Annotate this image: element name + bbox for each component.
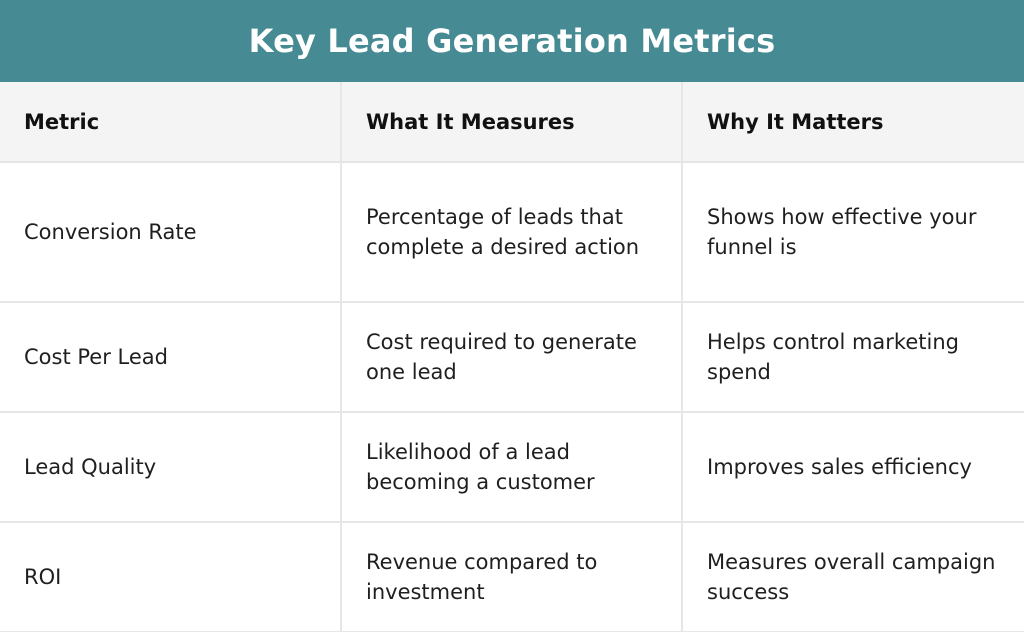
column-header-what-it-measures: What It Measures (340, 82, 683, 163)
metrics-table: Metric What It Measures Why It Matters C… (0, 82, 1024, 632)
cell-matters: Improves sales efficiency (681, 411, 1024, 523)
cell-metric: Lead Quality (0, 411, 342, 523)
cell-measures: Likelihood of a lead becoming a customer (340, 411, 683, 523)
cell-metric: Conversion Rate (0, 161, 342, 303)
table-row: Lead Quality Likelihood of a lead becomi… (0, 411, 1024, 523)
title-bar: Key Lead Generation Metrics (0, 0, 1024, 82)
table-row: Cost Per Lead Cost required to generate … (0, 301, 1024, 413)
cell-measures: Revenue compared to investment (340, 521, 683, 632)
column-header-metric: Metric (0, 82, 342, 163)
table-row: Conversion Rate Percentage of leads that… (0, 161, 1024, 303)
cell-measures: Percentage of leads that complete a desi… (340, 161, 683, 303)
cell-matters: Helps control marketing spend (681, 301, 1024, 413)
table-header-row: Metric What It Measures Why It Matters (0, 82, 1024, 163)
cell-metric: Cost Per Lead (0, 301, 342, 413)
cell-measures: Cost required to generate one lead (340, 301, 683, 413)
cell-matters: Measures overall campaign success (681, 521, 1024, 632)
cell-matters: Shows how effective your funnel is (681, 161, 1024, 303)
cell-metric: ROI (0, 521, 342, 632)
column-header-why-it-matters: Why It Matters (681, 82, 1024, 163)
table-row: ROI Revenue compared to investment Measu… (0, 521, 1024, 632)
page-title: Key Lead Generation Metrics (248, 22, 776, 60)
